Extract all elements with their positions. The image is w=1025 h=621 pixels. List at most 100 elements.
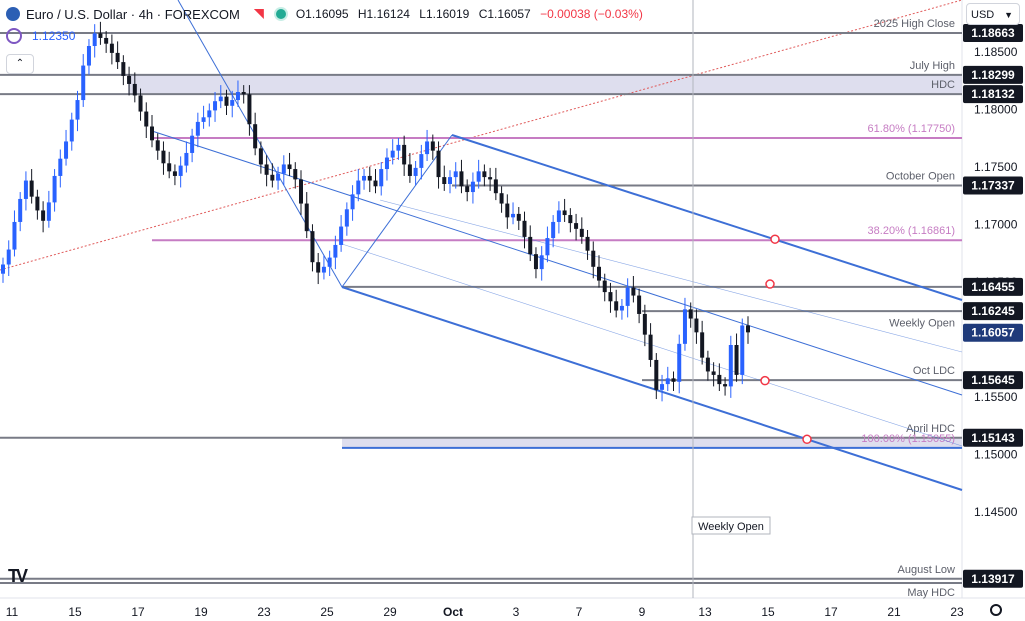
candle-body [344,209,349,227]
candle-body [602,280,607,293]
x-tick-label: 9 [639,605,646,619]
candle [270,163,275,188]
candle [545,226,550,263]
tradingview-logo[interactable]: TV [8,566,28,586]
price-tag: 1.15645 [963,371,1023,390]
candle-body [23,180,28,199]
candle [476,159,481,189]
candle [379,162,384,196]
price-tag-box [963,428,1023,447]
price-tag-label: 1.17337 [971,178,1015,192]
candle [98,21,103,45]
candle [723,377,728,396]
x-tick-label: 17 [131,605,145,619]
candle-body [562,210,567,216]
candle-body [367,175,372,181]
candle-body [694,318,699,333]
candle-body [579,228,584,237]
candle-body [373,180,378,187]
candle [12,210,17,257]
candle-body [488,177,493,180]
price-tag-label: 1.16455 [971,280,1015,294]
candle [430,134,435,160]
candle [46,190,51,228]
low-value: L1.16019 [419,7,470,21]
candle [642,304,647,347]
candle-body [64,141,69,159]
y-tick-label: 1.17000 [974,217,1018,231]
candle [258,141,263,174]
candle-body [682,309,687,344]
candle-body [138,95,143,112]
pitchfork-handle [341,134,453,288]
candle [350,185,355,221]
candle-body [746,325,750,333]
symbol-title[interactable]: Euro / U.S. Dollar · 4h · FOREXCOM [26,6,240,22]
market-status-icon [253,9,264,19]
level-label: August Low [898,564,956,576]
candle-body [390,150,395,158]
candle-body [740,325,745,375]
candle [734,333,739,382]
candle [700,320,705,365]
price-tag: 1.16245 [963,302,1023,321]
candle [161,141,166,175]
price-tag-label: 1.18299 [971,68,1015,82]
price-tag: 1.18299 [963,65,1023,84]
candle [625,278,630,318]
candle [35,189,40,220]
x-tick-label: 11 [6,605,19,619]
candle-body [127,75,132,84]
candle [390,139,395,165]
currency-selector[interactable]: USD ▼ [966,3,1020,25]
candle-body [281,164,286,174]
level-label: October Open [886,170,955,182]
indicator-row[interactable]: 1.12350 [6,28,75,44]
candle-body [321,266,326,273]
candle-body [253,124,258,149]
candle [321,255,326,280]
price-tag: 1.16057 [963,323,1023,342]
candle-body [660,384,665,390]
settings-gear-icon[interactable] [990,604,1002,616]
candle [533,247,538,279]
candle [574,213,579,241]
candle-body [551,221,556,239]
candle-body [631,287,636,296]
candle-body [413,167,418,176]
candle [276,166,281,190]
candle-body [539,255,544,270]
annotation-circle [802,434,812,445]
candle [591,241,596,279]
candle [425,129,430,161]
candle [6,240,11,276]
candle [92,24,97,58]
candle [413,161,418,186]
candle [195,112,200,148]
candle-body [625,287,630,306]
candle [493,167,498,201]
candle-body [35,196,40,211]
candle-body [293,169,298,180]
candle [505,194,510,229]
candle [75,90,80,132]
close-value: C1.16057 [478,7,531,21]
candle [740,318,745,385]
candle [746,316,750,344]
candle-body [522,220,527,237]
candle-body [178,165,183,176]
annotation-circle [770,234,780,244]
candle-body [150,126,154,141]
candle-body [218,96,223,102]
candle-body [654,359,659,390]
collapse-legend-button[interactable]: ⌃ [6,54,34,74]
candle-body [92,33,97,46]
candle-body [511,213,516,218]
price-tag-box [963,176,1023,195]
candle [86,39,91,75]
candle [728,335,733,398]
candle-body [258,148,263,165]
candle [58,149,63,188]
candle [631,276,636,303]
